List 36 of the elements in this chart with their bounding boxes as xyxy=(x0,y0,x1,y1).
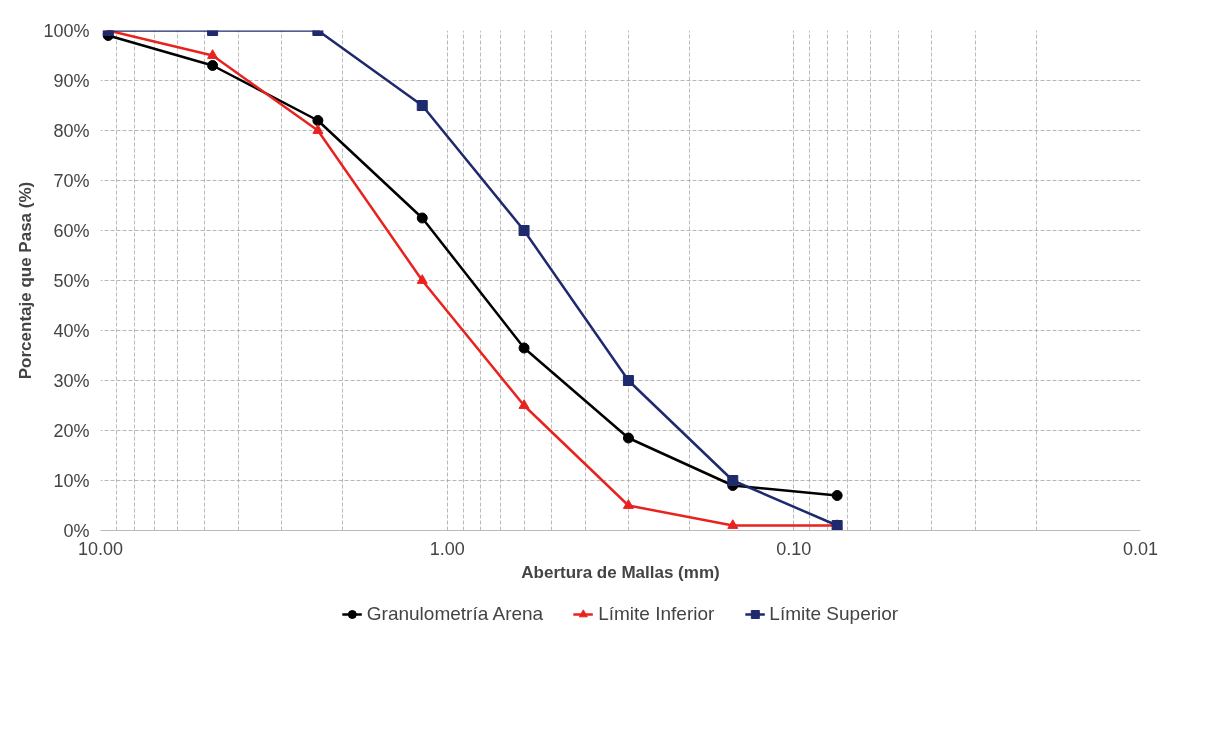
x-tick-label: 0.10 xyxy=(776,538,812,559)
legend-label: Límite Superior xyxy=(769,603,899,625)
legend-label: Granulometría Arena xyxy=(366,603,544,625)
x-tick-label: 10.00 xyxy=(77,538,124,559)
y-tick-label: 20% xyxy=(53,420,90,441)
y-axis-title: Porcentaje que Pasa (%) xyxy=(16,181,36,380)
point xyxy=(518,342,530,354)
y-tick-label: 0% xyxy=(63,520,90,541)
x-tick-label: 1.00 xyxy=(429,538,465,559)
point xyxy=(312,124,324,134)
y-tick-label: 90% xyxy=(53,70,90,91)
x-tick-label: 0.01 xyxy=(1122,538,1159,559)
point xyxy=(831,490,843,501)
point xyxy=(518,399,530,409)
point xyxy=(207,49,219,59)
point xyxy=(727,475,739,486)
y-tick-label: 60% xyxy=(53,220,90,241)
y-tick-label: 30% xyxy=(53,370,90,391)
y-tick-label: 100% xyxy=(43,20,90,41)
point xyxy=(207,60,219,71)
x-axis-title: Abertura de Mallas (mm) xyxy=(521,562,720,582)
point xyxy=(518,225,530,236)
y-tick-label: 70% xyxy=(53,170,90,191)
y-tick-label: 10% xyxy=(53,470,90,491)
point xyxy=(312,115,324,126)
point xyxy=(416,274,428,284)
point xyxy=(622,375,634,386)
point xyxy=(622,432,634,444)
y-tick-label: 40% xyxy=(53,320,90,341)
point xyxy=(622,499,634,509)
legend-label: Límite Inferior xyxy=(598,603,715,625)
point xyxy=(416,100,428,111)
point xyxy=(727,519,739,529)
point xyxy=(416,212,428,224)
y-tick-label: 50% xyxy=(53,270,90,291)
y-tick-label: 80% xyxy=(53,120,90,141)
